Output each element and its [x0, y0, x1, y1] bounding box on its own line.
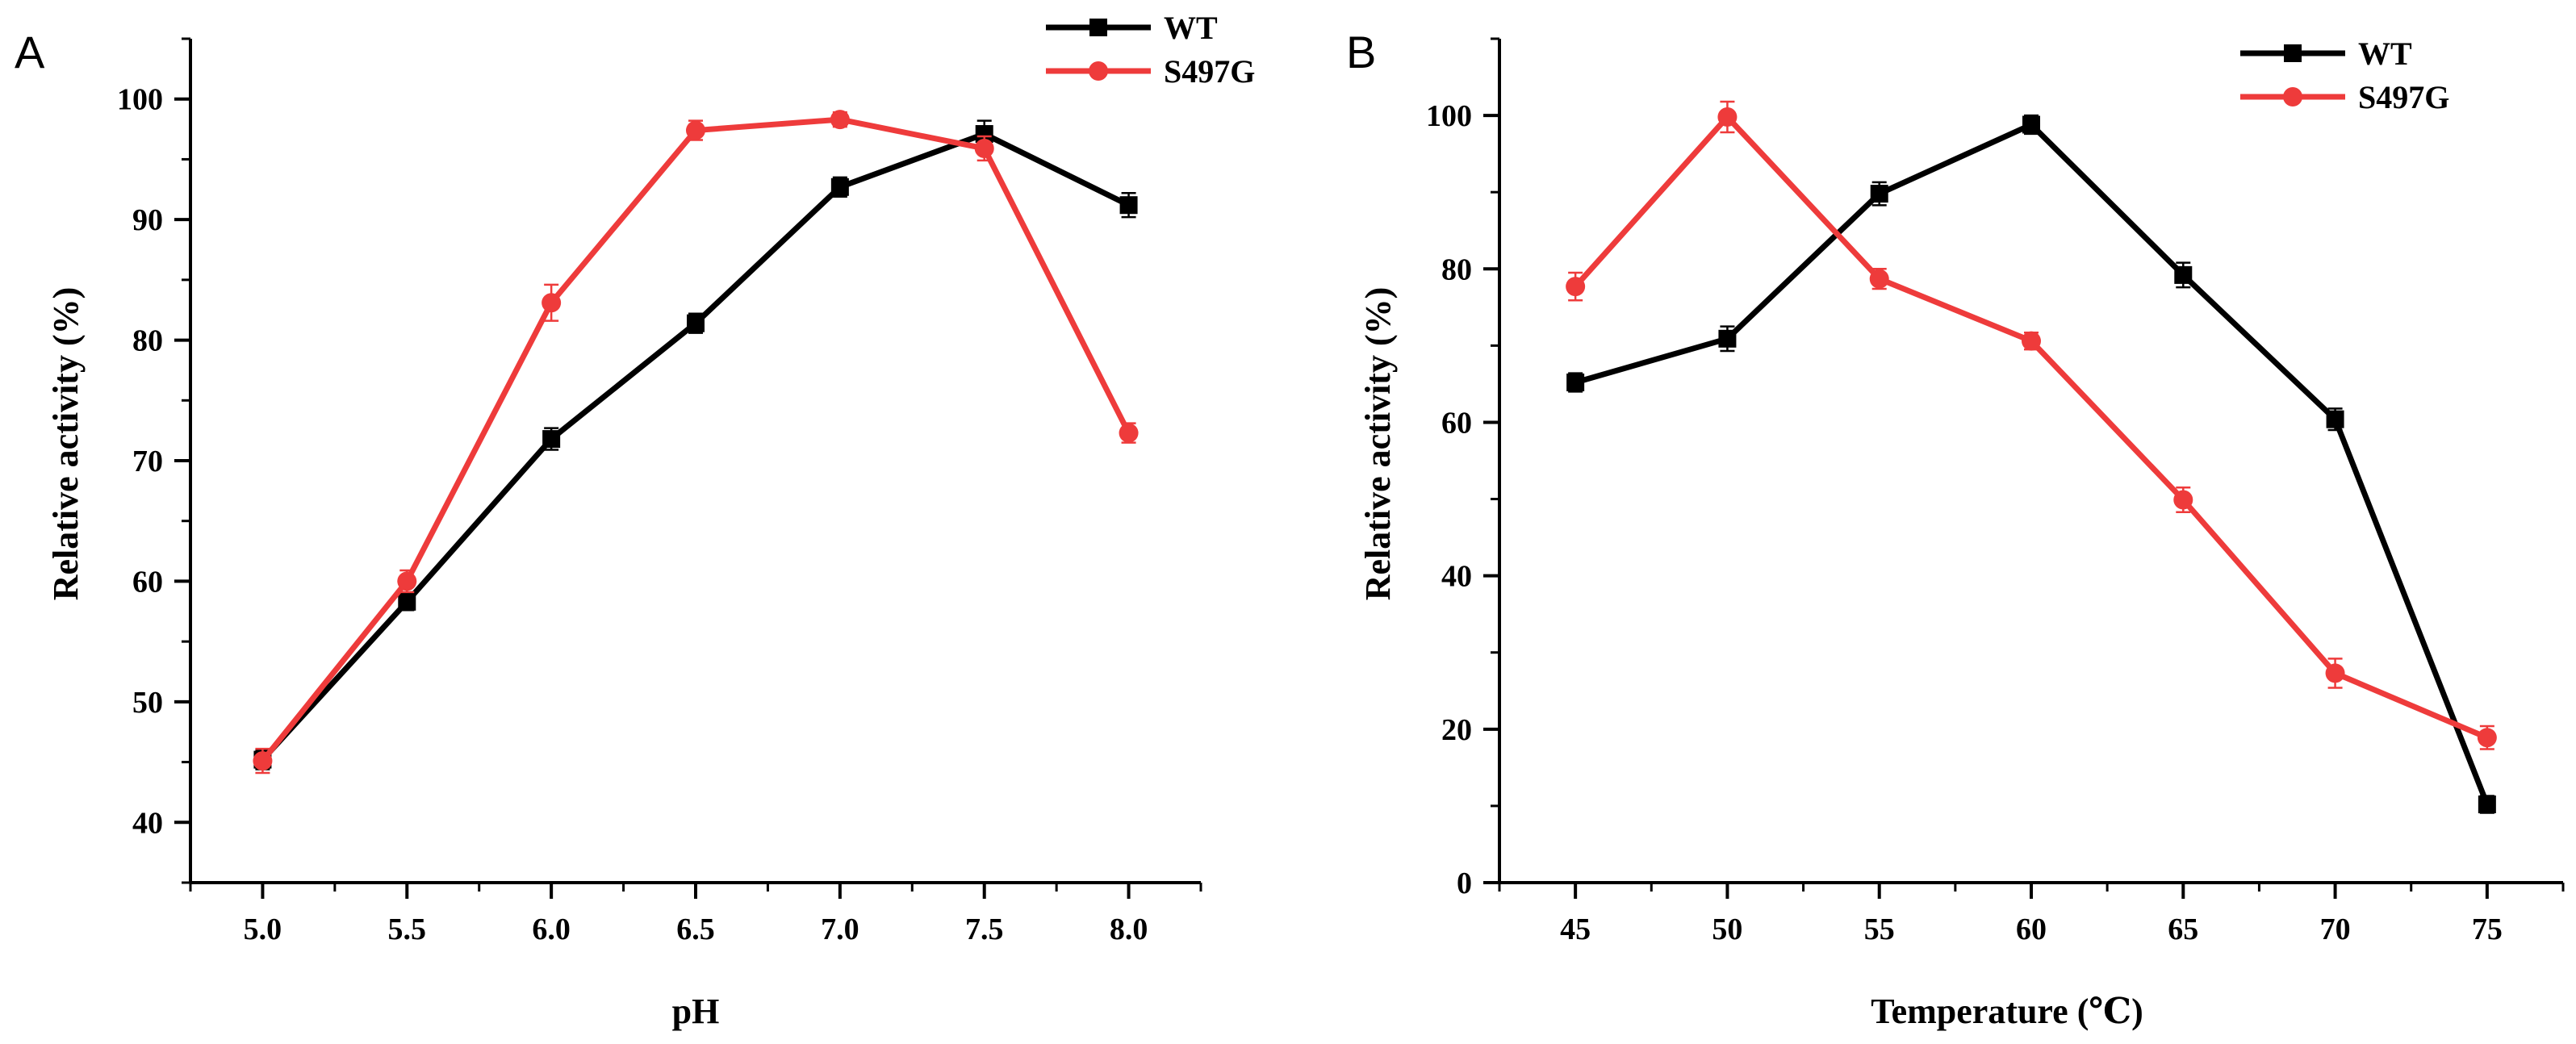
panel-a-legend: WT S497G [1046, 10, 1255, 90]
panel-a-series-wt-point [687, 314, 705, 332]
panel-a-y-tick-label: 100 [117, 83, 163, 117]
panel-b-letter: B [1346, 27, 1376, 77]
panel-b-series-wt-point [1718, 329, 1737, 348]
panel-b-y-tick-label: 80 [1441, 253, 1472, 286]
panel-b-y-tick-label: 0 [1457, 867, 1472, 900]
panel-a-series-s497g-point [830, 110, 850, 130]
panel-a-series-wt-point [975, 125, 993, 144]
panel-b-series [1566, 100, 2497, 814]
panel-a-chart: A 5.0 5.5 6.0 6.5 7.0 7.5 8.0 40 50 60 70 80 90 100 W… [15, 10, 1255, 1031]
panel-a-axes: 5.0 5.5 6.0 6.5 7.0 7.5 8.0 40 50 60 70 80 90 100 [117, 37, 1202, 946]
panel-b-x-tick-label: 65 [2168, 912, 2198, 946]
panel-b-x-tick-label: 55 [1864, 912, 1895, 946]
panel-a-y-tick-label: 70 [132, 445, 163, 478]
panel-b-series-wt-point [2326, 410, 2344, 428]
panel-a-y-tick-label: 60 [132, 565, 163, 599]
panel-b-x-tick-label: 50 [1712, 912, 1742, 946]
panel-b-series-s497g-point [2477, 728, 2497, 748]
panel-a-letter: A [15, 27, 45, 77]
panel-a-series-s497g-point [974, 138, 994, 158]
panel-a-x-tick-label: 8.0 [1110, 912, 1148, 946]
panel-b-series-wt-point [1870, 185, 1888, 203]
panel-a-series-wt-point [398, 592, 416, 611]
panel-a-series-wt-point [542, 430, 561, 449]
panel-a-y-tick-label: 50 [132, 686, 163, 720]
panel-a-series-wt-point [830, 177, 849, 196]
panel-b-y-tick-label: 40 [1441, 560, 1472, 594]
panel-a-x-tick-label: 7.0 [821, 912, 859, 946]
panel-b-series-wt-point [2174, 265, 2193, 284]
panel-a-series-s497g-line [260, 116, 1131, 763]
panel-b-x-tick-label: 70 [2320, 912, 2351, 946]
panel-a-legend-s497g: S497G [1046, 53, 1255, 90]
panel-b-x-tick-label: 45 [1560, 912, 1591, 946]
panel-b-series-wt [1566, 114, 2496, 814]
panel-b-x-tick-label: 75 [2472, 912, 2503, 946]
panel-a-series-wt-point [1119, 196, 1138, 215]
panel-a-y-tick-label: 80 [132, 324, 163, 358]
panel-b-series-s497g [1566, 100, 2497, 750]
panel-b-series-s497g-point [2022, 331, 2041, 351]
panel-b-legend-wt: WT [2240, 35, 2412, 72]
panel-b-series-wt-point [1566, 374, 1585, 392]
panel-a-y-axis-title: Relative activity (%) [46, 287, 86, 601]
panel-a-series-s497g-point [542, 293, 562, 313]
panel-a-legend-wt-label: WT [1164, 10, 1218, 46]
panel-a-series-s497g-point [253, 751, 273, 771]
panel-b-series-s497g-point [2173, 490, 2193, 510]
panel-a-legend-wt: WT [1046, 10, 1218, 46]
panel-b-series-s497g-line [1573, 114, 2489, 741]
panel-b-y-tick-label: 100 [1426, 99, 1472, 133]
panel-b-legend-wt-swatch-marker [2284, 44, 2302, 62]
panel-b-y-tick-label: 60 [1441, 406, 1472, 440]
panel-a-x-tick-label: 5.0 [244, 912, 282, 946]
panel-b-legend-s497g-label: S497G [2358, 79, 2449, 115]
panel-a-series-wt-line [260, 131, 1131, 762]
panel-a-x-tick-label: 5.5 [388, 912, 427, 946]
panel-a-x-tick-label: 6.5 [676, 912, 715, 946]
panel-b-x-tick-label: 60 [2016, 912, 2047, 946]
panel-b-legend-s497g: S497G [2240, 79, 2449, 115]
panel-a-x-tick-label: 6.0 [532, 912, 571, 946]
panel-b-legend: WT S497G [2240, 35, 2449, 115]
panel-a-legend-s497g-swatch-marker [1089, 61, 1108, 81]
panel-b-series-wt-line [1574, 122, 2490, 806]
panel-b-series-s497g-point [1717, 106, 1738, 127]
panel-b-axes: 45 50 55 60 65 70 75 0 20 40 60 80 100 [1426, 37, 2565, 946]
panel-b-y-axis-title: Relative activity (%) [1358, 287, 1398, 601]
panel-a-series [253, 110, 1139, 775]
panel-b-y-tick-label: 20 [1441, 713, 1472, 747]
panel-a-series-wt [253, 119, 1138, 770]
panel-a-series-s497g-point [397, 571, 417, 591]
panel-b-x-axis-title: Temperature (℃) [1871, 992, 2143, 1031]
panel-a-x-tick-label: 7.5 [965, 912, 1004, 946]
panel-b-legend-wt-label: WT [2358, 35, 2412, 72]
panel-a-x-axis-title: pH [672, 992, 720, 1031]
panel-a-y-tick-label: 90 [132, 203, 163, 237]
panel-a-y-tick-label: 40 [132, 806, 163, 840]
panel-b-series-s497g-point [1869, 269, 1889, 289]
panel-a-series-s497g-point [1119, 423, 1139, 443]
panel-b-chart: B 45 50 55 60 65 70 75 0 20 40 60 80 100 WT S497G Tem… [1346, 27, 2565, 1031]
panel-a-series-s497g-point [686, 120, 705, 140]
panel-a-legend-s497g-label: S497G [1164, 53, 1255, 90]
panel-a-series-s497g [253, 110, 1139, 775]
panel-b-legend-s497g-swatch-marker [2283, 87, 2302, 106]
panel-b-series-wt-point [2478, 796, 2496, 814]
panel-a-legend-wt-swatch-marker [1089, 19, 1107, 36]
panel-b-series-s497g-point [1566, 277, 1586, 297]
panel-b-series-wt-point [2022, 115, 2040, 134]
panel-b-series-s497g-point [2325, 663, 2345, 683]
